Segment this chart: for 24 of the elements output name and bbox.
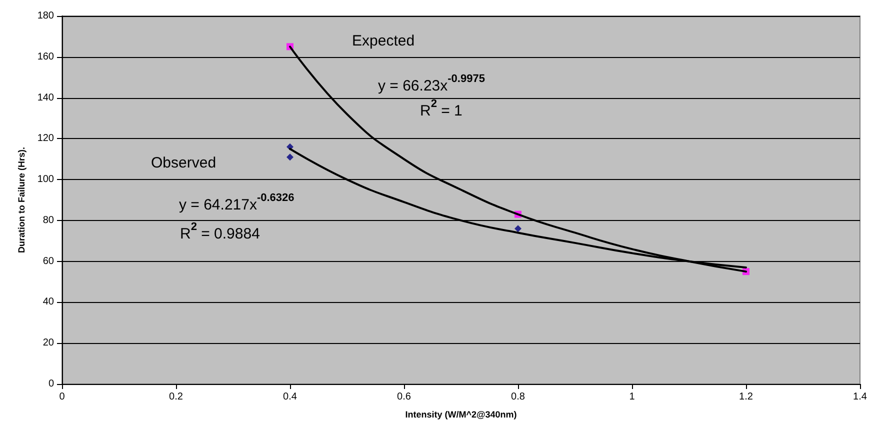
x-tick-label: 1.4 [853, 392, 868, 402]
y-tick-label: 100 [37, 174, 54, 186]
annotation: Observed [151, 154, 216, 172]
y-tick-label: 120 [37, 133, 54, 144]
y-tick-label: 0 [48, 378, 54, 390]
x-tick-label: 0.6 [397, 392, 412, 402]
point [286, 154, 294, 161]
x-tick-label: 1 [629, 392, 636, 402]
x-tick-label: 0.2 [169, 392, 184, 402]
y-tick-label: 180 [37, 10, 54, 22]
point [514, 225, 522, 232]
y-tick-label: 160 [37, 51, 54, 62]
x-axis-title: Intensity (W/M^2@340nm) [405, 410, 517, 420]
y-tick-label: 20 [42, 338, 54, 349]
y-tick-label: 60 [42, 256, 54, 267]
y-tick-label: 140 [37, 92, 54, 104]
y-axis-title: Duration to Failure (Hrs). [16, 146, 26, 254]
y-tick-label: 40 [42, 296, 54, 308]
x-tick-label: 0.8 [511, 392, 526, 402]
annotation: Expected [352, 32, 415, 50]
x-tick-label: 0.4 [283, 392, 298, 402]
y-tick-label: 80 [42, 214, 54, 226]
x-tick-label: 1.2 [739, 392, 754, 402]
x-tick-label: 0 [59, 392, 66, 402]
